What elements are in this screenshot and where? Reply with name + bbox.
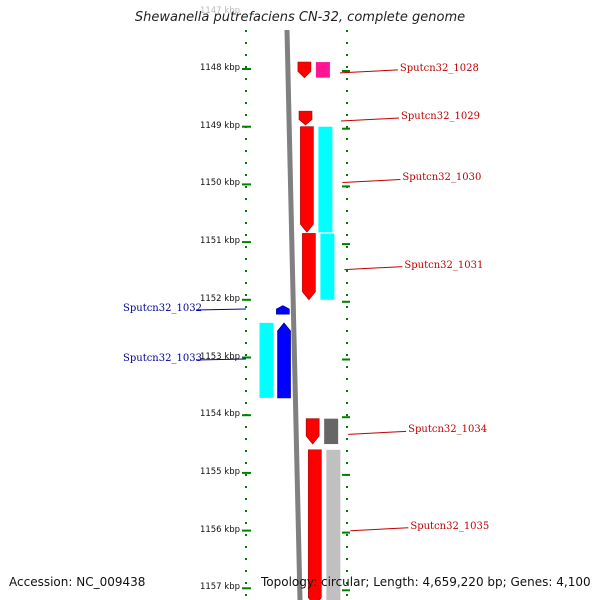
gene-label: Sputcn32_1032 (123, 303, 202, 314)
topology-text: Topology: circular; Length: 4,659,220 bp… (261, 575, 591, 589)
tick-label: 1154 kbp (199, 409, 240, 420)
gene-leader-line (348, 430, 407, 435)
gene-label: Sputcn32_1028 (399, 62, 479, 74)
gene-feature-box (324, 418, 339, 445)
gene-arrow (308, 449, 322, 600)
gene-feature-box (326, 449, 341, 600)
gene-feature-box (259, 322, 274, 398)
chromosome-backbone (284, 29, 303, 600)
gene-arrow (302, 233, 316, 301)
tick-label-top: 1147 kbp (199, 6, 240, 16)
gene-feature-box (315, 62, 330, 78)
gene-leader-line (195, 308, 247, 311)
tick-label: 1157 kbp (199, 582, 240, 593)
gene-leader-line (344, 266, 403, 271)
tick-label: 1148 kbp (199, 63, 240, 73)
gene-leader-line (342, 178, 401, 183)
gene-leader-line (339, 69, 398, 74)
gene-arrow (297, 61, 312, 79)
tick-label: 1150 kbp (199, 178, 240, 189)
gene-arrow (276, 305, 290, 315)
gene-feature-box (318, 126, 333, 233)
gene-label: Sputcn32_1029 (401, 111, 480, 123)
genome-title: Shewanella putrefaciens CN-32, complete … (134, 10, 466, 25)
tick-label: 1156 kbp (199, 524, 240, 535)
gene-leader-line (340, 117, 400, 122)
gene-label: Sputcn32_1030 (402, 172, 482, 184)
gene-label: Sputcn32_1031 (404, 259, 484, 271)
gene-leader-line (195, 358, 247, 361)
gene-leader-line (350, 527, 409, 532)
tick-label: 1155 kbp (199, 466, 240, 477)
accession-text: Accession: NC_009438 (9, 575, 146, 589)
tick-label: 1152 kbp (199, 293, 240, 304)
gene-arrow (300, 126, 314, 233)
gene-label: Sputcn32_1035 (410, 520, 490, 532)
gene-label: Sputcn32_1034 (408, 424, 488, 436)
tick-label: 1153 kbp (199, 351, 240, 362)
tick-label: 1151 kbp (199, 236, 240, 247)
tick-label: 1149 kbp (199, 120, 240, 131)
gene-arrow (298, 110, 313, 126)
gene-label: Sputcn32_1033 (123, 353, 202, 364)
gene-arrow (305, 418, 320, 445)
gene-feature-box (320, 233, 335, 300)
gene-arrow (277, 322, 291, 399)
